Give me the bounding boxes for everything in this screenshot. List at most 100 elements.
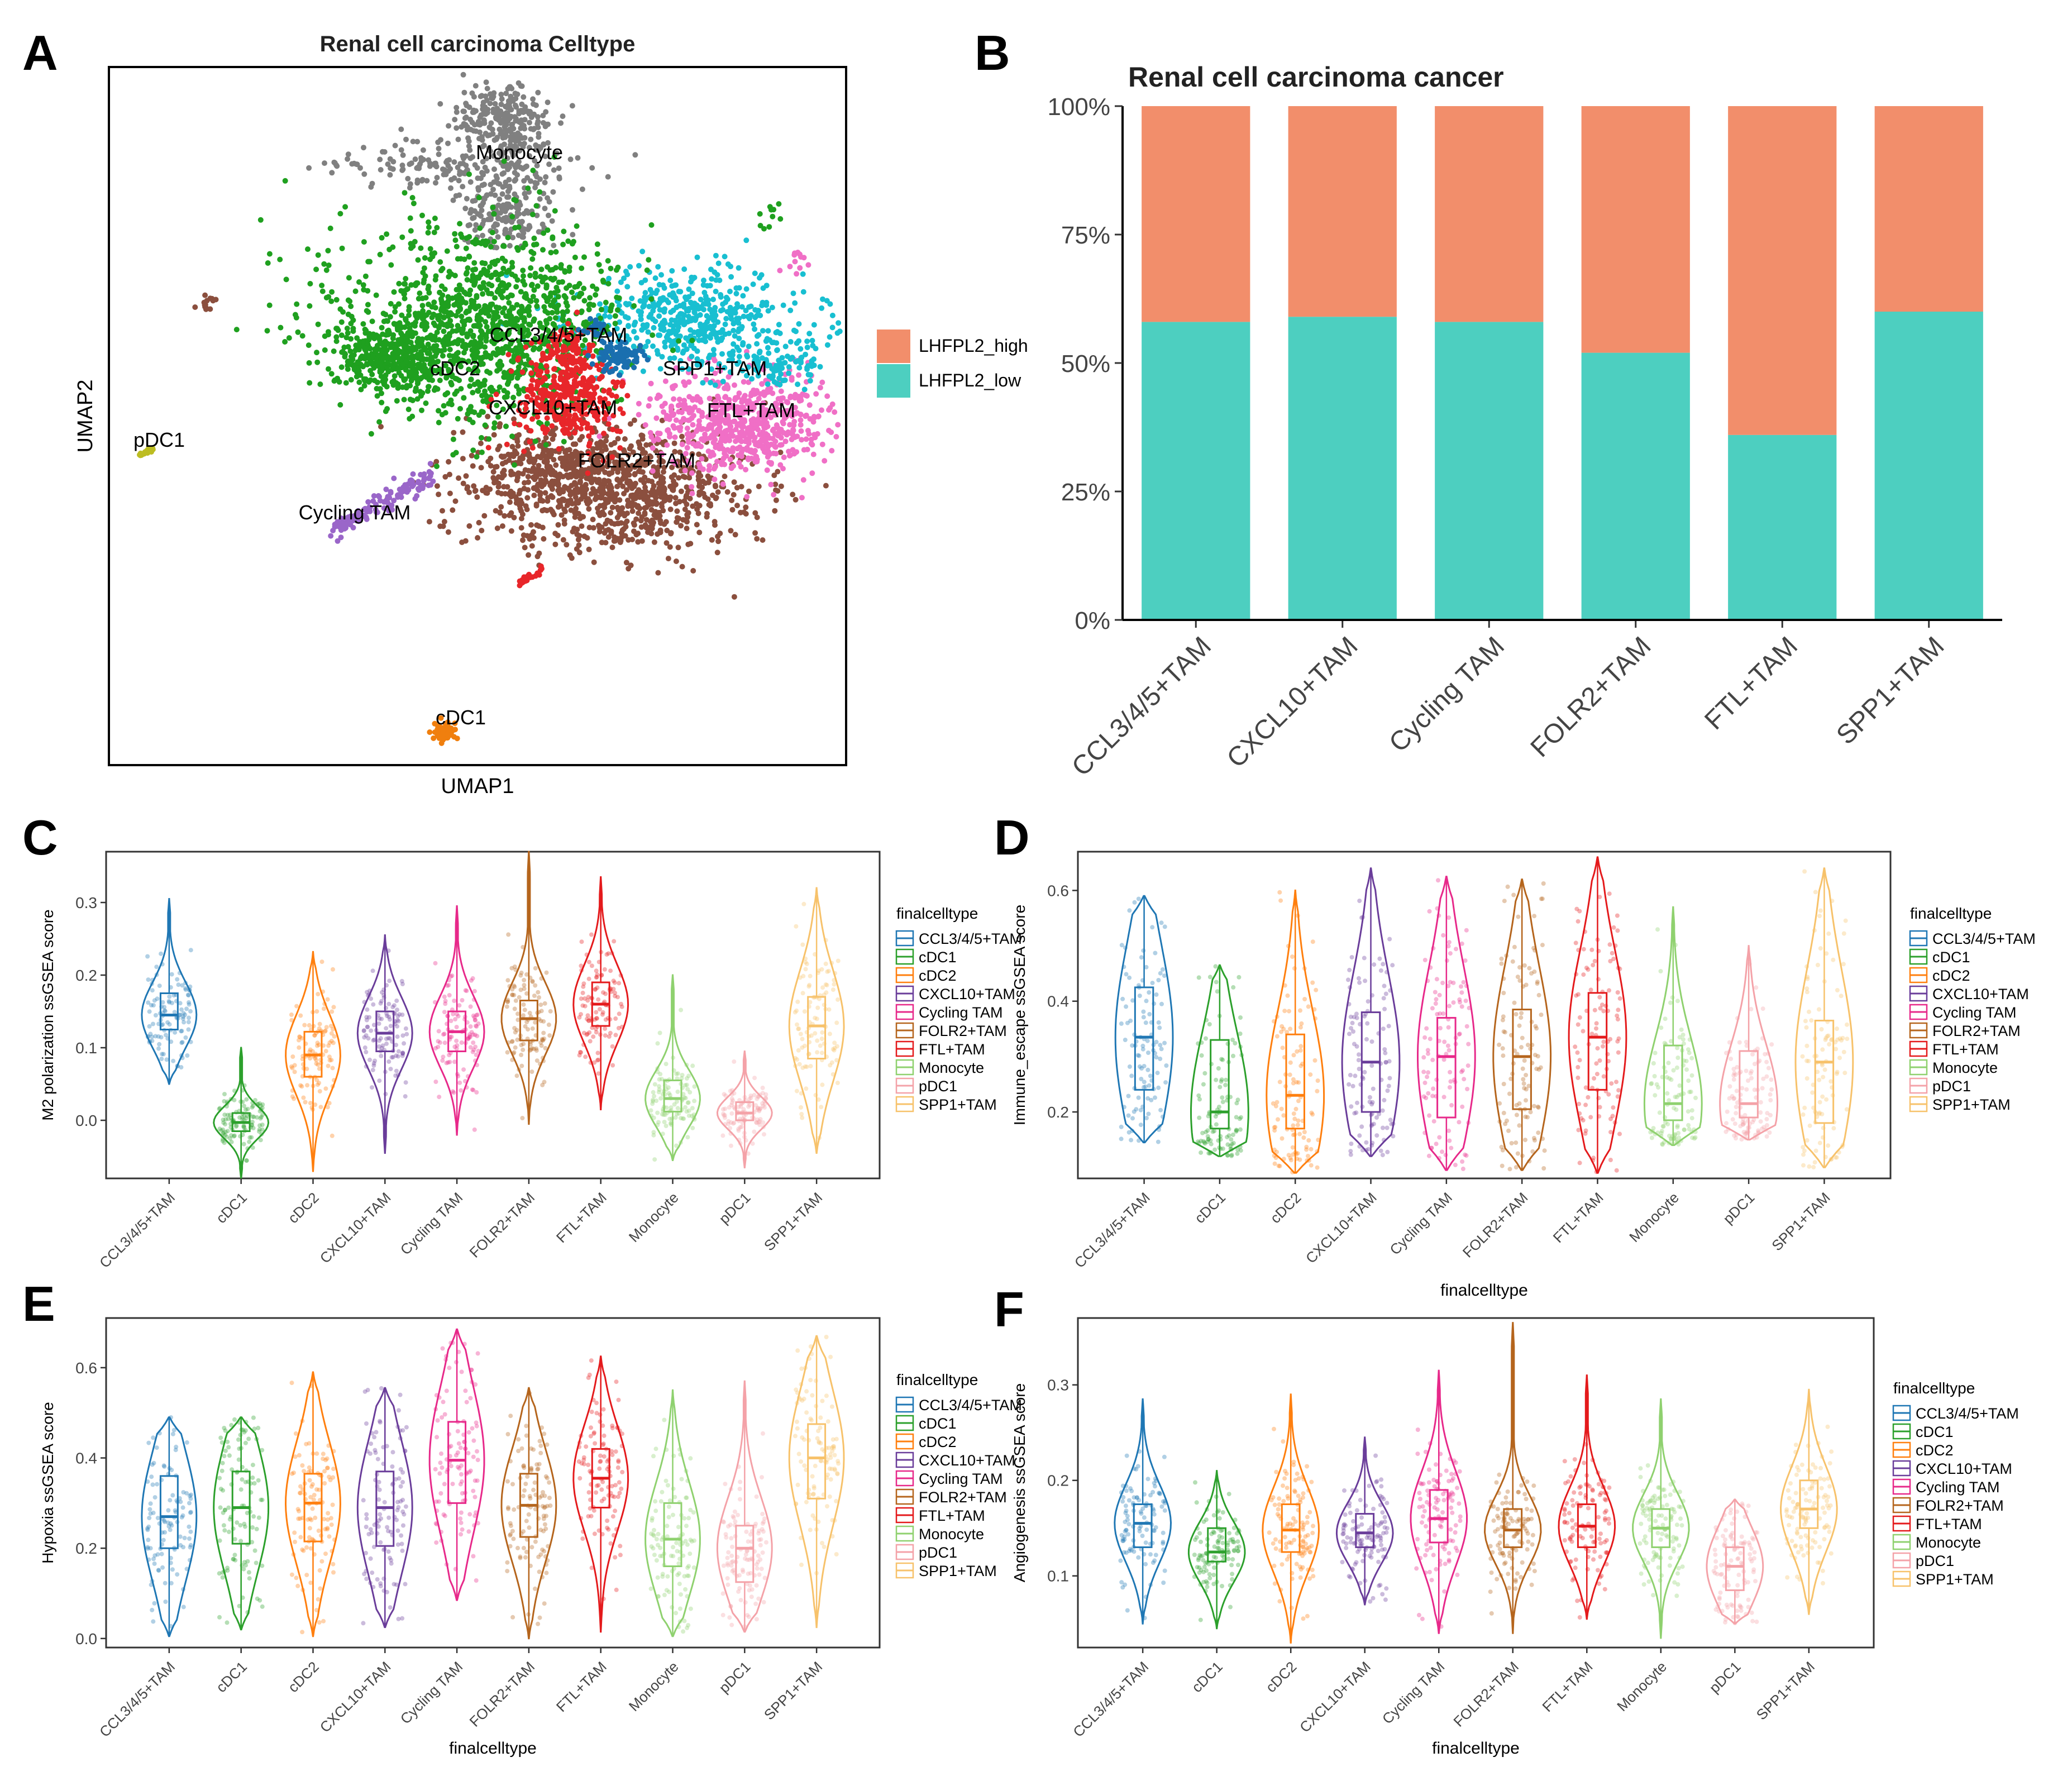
umap-point-folr2 [545,498,551,504]
umap-point-folr2 [677,449,683,455]
umap-point-folr2 [506,457,512,464]
umap-point-folr2 [590,525,596,531]
umap-point-ftl [760,438,766,444]
umap-point-ftl [653,415,660,421]
umap-point-folr2 [681,455,687,461]
umap-point-folr2 [651,539,657,545]
umap-point-monocyte [456,192,462,198]
umap-point-spp1 [670,307,676,313]
umap-point-ftl [819,379,825,385]
umap-point-ftl [798,422,804,428]
umap-point-cdc2 [531,242,537,248]
umap-point-monocyte [441,171,447,178]
umap-point-spp1 [760,299,766,305]
umap-point-cdc2 [421,265,427,271]
umap-point-spp1 [801,386,808,393]
umap-point-cdc2 [407,397,413,403]
umap-point-ftl [798,417,804,423]
umap-point-folr2 [597,526,603,532]
umap-point-cdc2 [277,256,283,262]
umap-point-cdc2 [405,330,412,336]
umap-point-spp1 [621,275,627,281]
umap-point-monocyte [560,113,566,120]
umap-point-cdc2 [457,405,463,412]
umap-point-cdc2 [491,424,497,431]
umap-point-folr2 [552,541,558,547]
umap-point-cdc2 [446,400,452,407]
umap-point-cdc2 [593,292,599,298]
umap-point-cdc2 [419,390,426,396]
umap-point-ftl [748,447,755,453]
umap-point-cdc2 [384,231,390,237]
umap-point-cdc2 [489,230,495,236]
umap-point-cdc2 [384,406,390,412]
umap-point-cdc2 [537,274,543,280]
umap-point-spp1 [691,345,697,351]
umap-point-cdc2 [403,367,409,373]
umap-point-folr2 [550,436,556,442]
umap-point-ftl [771,450,777,456]
umap-point-folr2 [533,469,539,475]
umap-point-monocyte [434,175,440,180]
umap-point-folr2 [823,483,829,489]
umap-point-cdc2 [493,352,499,358]
umap-point-folr2 [470,463,476,469]
umap-point-cdc2 [326,366,331,372]
umap-point-cdc2 [561,438,567,445]
umap-point-cdc2 [545,227,551,233]
umap-point-folr2 [496,424,503,430]
umap-point-folr2 [620,526,627,532]
umap-point-monocyte [333,162,340,168]
umap-point-ftl [722,429,728,435]
umap-point-ftl [759,381,765,387]
umap-point-folr2 [632,471,638,478]
umap-point-folr2 [657,518,663,524]
umap-point-monocyte [532,184,538,190]
umap-point-cdc2 [517,309,523,314]
umap-point-folr2 [531,493,537,498]
umap-point-cdc2 [415,257,421,263]
umap-point-monocyte [420,147,426,153]
umap-point-monocyte [455,136,461,142]
umap-point-folr2 [573,505,579,512]
umap-point-folr2 [517,488,523,494]
umap-point-folr2 [599,464,605,470]
umap-point-cdc2 [425,388,431,394]
umap-point-monocyte [445,140,451,146]
umap-point-folr2 [590,457,596,464]
umap-point-cxcl10 [572,430,577,436]
umap-point-cdc2 [452,237,459,243]
umap-point-cdc2 [453,294,459,300]
umap-point-cdc2 [505,235,511,241]
umap-point-cxcl10 [517,422,523,428]
umap-point-folr2 [614,484,620,490]
umap-point-monocyte [537,176,543,182]
umap-point-ftl [656,392,661,398]
umap-point-folr2 [688,541,694,547]
umap-point-folr2 [678,523,684,529]
umap-point-cdc2 [338,364,345,370]
umap-point-cdc2 [424,335,430,341]
umap-point-spp1 [658,272,664,278]
umap-point-cdc2 [328,371,335,377]
umap-point-spp1 [791,327,797,333]
umap-point-folr2 [508,471,514,478]
umap-point-folr2 [562,484,568,490]
umap-point-monocyte [537,196,543,202]
umap-point-monocyte [390,166,396,172]
umap-point-folr2 [564,502,570,508]
umap-point-cxcl10 [528,428,534,434]
umap-point-folr2 [667,544,673,550]
umap-point-folr2 [462,538,469,544]
umap-point-folr2 [601,478,607,484]
umap-point-cdc2 [504,269,510,275]
umap-point-cdc2 [547,316,553,322]
umap-point-monocyte [500,184,506,190]
panel-letter-e: E [22,1276,55,1331]
umap-point-cdc2 [388,262,394,268]
umap-point-cdc2 [441,314,447,320]
umap-point-cdc2 [453,287,460,293]
umap-point-cdc2 [401,378,407,383]
umap-point-cdc2 [590,283,596,289]
umap-point-cxcl10 [562,370,568,376]
